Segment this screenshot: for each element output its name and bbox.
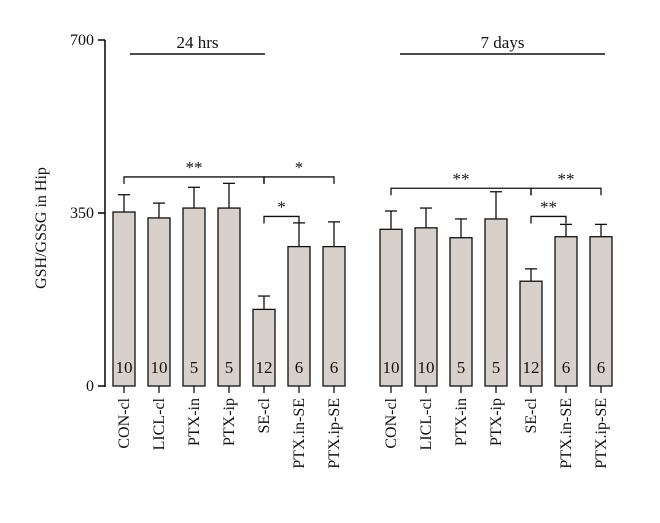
- sample-size-label: 12: [256, 358, 273, 377]
- sample-size-label: 12: [523, 358, 540, 377]
- sample-size-label: 6: [295, 358, 304, 377]
- y-tick-label: 350: [70, 205, 94, 222]
- significance-label: **: [453, 169, 470, 188]
- category-label: PTX.ip-SE: [593, 398, 610, 469]
- significance-bracket: [530, 187, 602, 196]
- significance-label: *: [277, 197, 286, 216]
- sample-size-label: 10: [116, 358, 133, 377]
- group-label: 24 hrs: [176, 33, 218, 52]
- sample-size-label: 6: [330, 358, 339, 377]
- category-label: PTX-in: [186, 398, 203, 446]
- category-label: PTX-ip: [221, 398, 238, 446]
- significance-bracket: [530, 215, 567, 224]
- category-label: PTX.ip-SE: [326, 398, 343, 469]
- category-label: CON-cl: [383, 397, 400, 448]
- category-label: CON-cl: [116, 397, 133, 448]
- significance-label: *: [295, 158, 304, 177]
- group-label: 7 days: [481, 33, 525, 52]
- y-tick-label: 700: [70, 32, 94, 49]
- category-label: SE-cl: [523, 397, 540, 433]
- significance-label: **: [540, 197, 557, 216]
- sample-size-label: 10: [418, 358, 435, 377]
- plot-area: 0 350 700 24 hrs 10 CON-cl 10 LICL-cl 5 PTX-in 5 PT…: [70, 32, 613, 469]
- sample-size-label: 5: [492, 358, 501, 377]
- significance-label: **: [186, 158, 203, 177]
- significance-bracket: [390, 187, 532, 196]
- sample-size-label: 6: [597, 358, 606, 377]
- sample-size-label: 5: [225, 358, 234, 377]
- category-label: PTX-in: [453, 398, 470, 446]
- significance-label: **: [558, 169, 575, 188]
- y-tick-label: 0: [86, 378, 94, 395]
- category-label: PTX.in-SE: [558, 398, 575, 469]
- category-label: LICL-cl: [418, 397, 435, 450]
- significance-bracket: [263, 215, 300, 224]
- y-axis-title: GSH/GSSG in Hip: [33, 167, 50, 289]
- sample-size-label: 10: [383, 358, 400, 377]
- category-label: PTX.in-SE: [291, 398, 308, 469]
- category-label: LICL-cl: [151, 397, 168, 450]
- sample-size-label: 5: [190, 358, 199, 377]
- significance-bracket: [263, 176, 335, 184]
- sample-size-label: 5: [457, 358, 466, 377]
- category-label: SE-cl: [256, 397, 273, 433]
- significance-bracket: [123, 176, 265, 184]
- sample-size-label: 6: [562, 358, 571, 377]
- category-label: PTX-ip: [488, 398, 505, 446]
- sample-size-label: 10: [151, 358, 168, 377]
